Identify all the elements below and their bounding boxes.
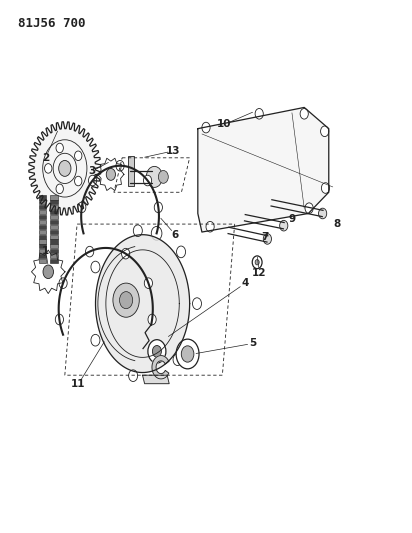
Circle shape bbox=[158, 171, 168, 183]
Bar bbox=[39, 210, 47, 214]
Circle shape bbox=[263, 233, 272, 244]
Circle shape bbox=[173, 354, 182, 366]
Text: 11: 11 bbox=[71, 379, 86, 389]
Circle shape bbox=[55, 314, 63, 325]
Bar bbox=[50, 254, 58, 258]
Circle shape bbox=[56, 184, 63, 193]
Bar bbox=[128, 156, 133, 186]
Bar bbox=[39, 230, 47, 234]
Text: 10: 10 bbox=[217, 119, 232, 130]
Circle shape bbox=[59, 160, 71, 176]
Polygon shape bbox=[143, 375, 169, 384]
Bar bbox=[50, 244, 58, 248]
Bar bbox=[39, 196, 47, 199]
Text: 3: 3 bbox=[89, 166, 96, 176]
Circle shape bbox=[154, 202, 162, 213]
Bar bbox=[50, 259, 58, 263]
Circle shape bbox=[56, 143, 63, 153]
Circle shape bbox=[144, 278, 152, 288]
Circle shape bbox=[252, 256, 262, 269]
Bar bbox=[39, 220, 47, 224]
Text: 1: 1 bbox=[42, 246, 49, 256]
Text: 12: 12 bbox=[252, 268, 267, 278]
Circle shape bbox=[59, 278, 67, 288]
Polygon shape bbox=[198, 108, 329, 232]
Polygon shape bbox=[96, 235, 190, 373]
Circle shape bbox=[321, 126, 329, 136]
Bar bbox=[50, 210, 58, 214]
Circle shape bbox=[75, 151, 82, 160]
Circle shape bbox=[78, 202, 86, 213]
Circle shape bbox=[300, 109, 308, 119]
Text: 7: 7 bbox=[262, 232, 269, 243]
Circle shape bbox=[116, 160, 124, 171]
Bar bbox=[50, 249, 58, 253]
Circle shape bbox=[122, 248, 130, 259]
Bar bbox=[50, 215, 58, 219]
Text: 81J56 700: 81J56 700 bbox=[18, 17, 85, 30]
Circle shape bbox=[43, 265, 54, 279]
Circle shape bbox=[148, 340, 166, 363]
Circle shape bbox=[106, 168, 115, 180]
Text: 5: 5 bbox=[249, 338, 257, 349]
Circle shape bbox=[146, 166, 162, 188]
Bar bbox=[39, 200, 47, 205]
Circle shape bbox=[113, 283, 139, 317]
Text: 9: 9 bbox=[288, 214, 295, 224]
Circle shape bbox=[280, 220, 288, 231]
Text: 2: 2 bbox=[42, 153, 49, 163]
Bar bbox=[39, 254, 47, 258]
Circle shape bbox=[177, 246, 185, 258]
Circle shape bbox=[44, 164, 52, 173]
Bar bbox=[50, 220, 58, 224]
Bar bbox=[39, 244, 47, 248]
Bar bbox=[39, 235, 47, 239]
Circle shape bbox=[202, 122, 210, 133]
Bar bbox=[50, 239, 58, 244]
Bar bbox=[39, 205, 47, 209]
Circle shape bbox=[91, 334, 100, 346]
Circle shape bbox=[192, 298, 201, 310]
Circle shape bbox=[151, 227, 162, 240]
Circle shape bbox=[176, 339, 199, 369]
Bar bbox=[50, 205, 58, 209]
Bar bbox=[50, 196, 58, 199]
Circle shape bbox=[255, 260, 259, 265]
Polygon shape bbox=[152, 356, 169, 379]
Text: 13: 13 bbox=[166, 146, 180, 156]
Bar bbox=[39, 249, 47, 253]
Circle shape bbox=[91, 261, 100, 273]
Circle shape bbox=[143, 175, 152, 186]
Circle shape bbox=[129, 370, 138, 382]
Text: 6: 6 bbox=[172, 230, 179, 240]
Bar bbox=[39, 215, 47, 219]
Circle shape bbox=[119, 292, 133, 309]
Bar bbox=[50, 225, 58, 229]
Circle shape bbox=[255, 109, 263, 119]
Circle shape bbox=[181, 346, 194, 362]
Bar bbox=[50, 200, 58, 205]
Circle shape bbox=[321, 183, 330, 193]
Text: 8: 8 bbox=[333, 219, 341, 229]
Circle shape bbox=[148, 314, 156, 325]
Circle shape bbox=[206, 221, 214, 232]
Bar bbox=[50, 230, 58, 234]
Text: 4: 4 bbox=[241, 278, 248, 288]
Circle shape bbox=[305, 203, 313, 214]
Polygon shape bbox=[29, 122, 101, 215]
Circle shape bbox=[318, 208, 327, 219]
Circle shape bbox=[133, 225, 142, 237]
Circle shape bbox=[86, 246, 94, 257]
Bar bbox=[50, 235, 58, 239]
Circle shape bbox=[75, 176, 82, 186]
Circle shape bbox=[152, 345, 162, 357]
Bar bbox=[39, 239, 47, 244]
Bar bbox=[39, 225, 47, 229]
Bar bbox=[39, 259, 47, 263]
Circle shape bbox=[89, 175, 97, 186]
